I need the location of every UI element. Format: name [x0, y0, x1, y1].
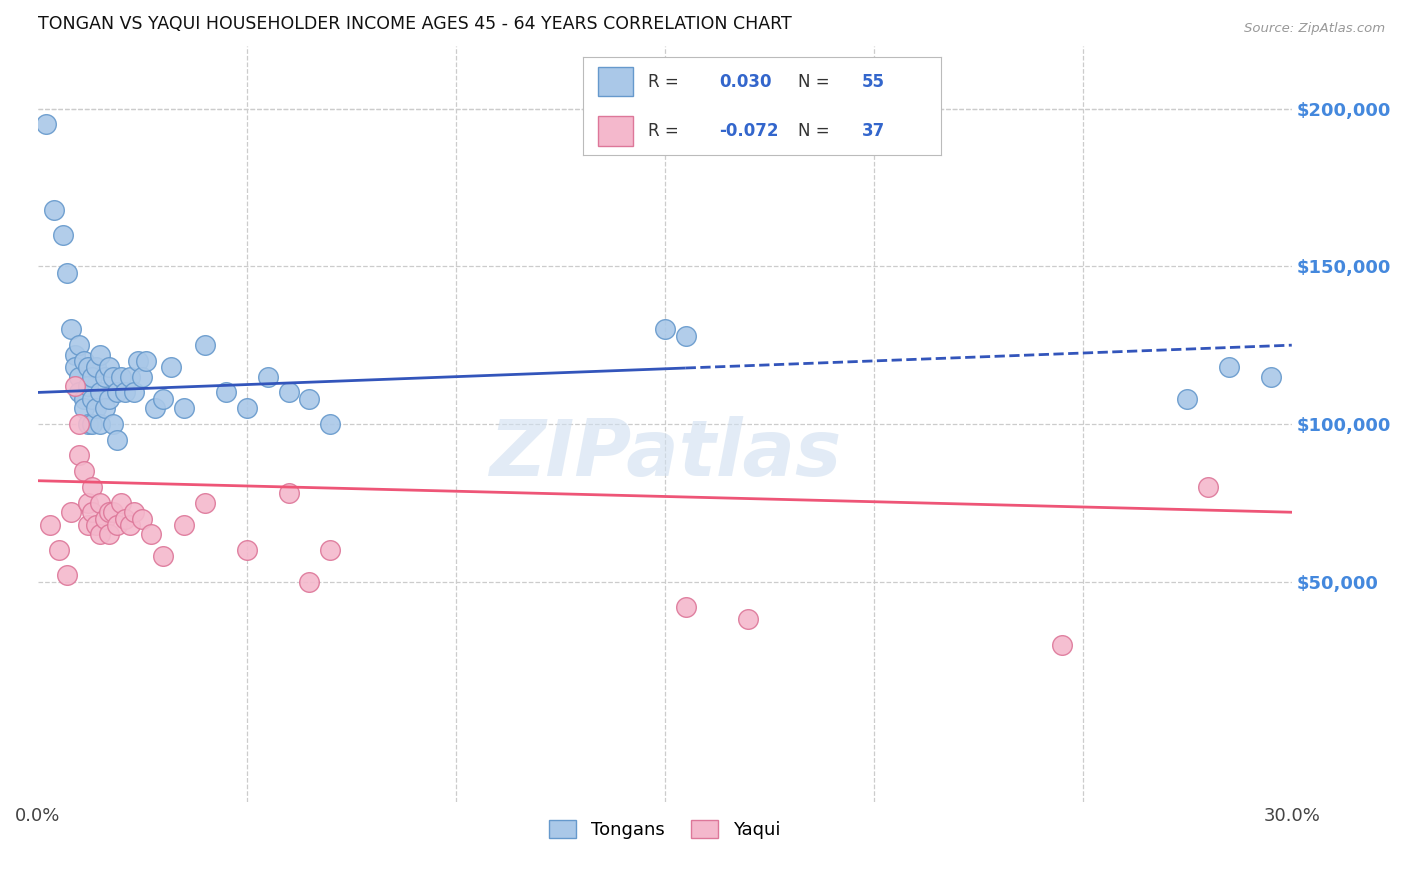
Point: [89, 527, 111, 541]
Point: [84, 401, 107, 416]
Point: [654, 322, 676, 336]
Point: [101, 369, 124, 384]
Point: [173, 401, 195, 416]
Point: [76, 496, 98, 510]
Point: [60, 322, 83, 336]
Point: [48, 543, 70, 558]
Text: TONGAN VS YAQUI HOUSEHOLDER INCOME AGES 45 - 64 YEARS CORRELATION CHART: TONGAN VS YAQUI HOUSEHOLDER INCOME AGES …: [38, 15, 792, 33]
Point: [80, 417, 103, 431]
Point: [110, 496, 132, 510]
Point: [122, 505, 145, 519]
Point: [118, 517, 141, 532]
Point: [76, 417, 98, 431]
Point: [80, 480, 103, 494]
Point: [73, 354, 96, 368]
Point: [127, 354, 149, 368]
Text: Source: ZipAtlas.com: Source: ZipAtlas.com: [1244, 22, 1385, 36]
Point: [143, 401, 166, 416]
Point: [256, 369, 278, 384]
Point: [152, 549, 174, 564]
Point: [80, 369, 103, 384]
Point: [89, 385, 111, 400]
Point: [93, 369, 115, 384]
Point: [110, 369, 132, 384]
Point: [56, 568, 79, 582]
Point: [1175, 392, 1198, 406]
Point: [101, 417, 124, 431]
Point: [277, 486, 299, 500]
Point: [84, 360, 107, 375]
Point: [89, 348, 111, 362]
Point: [235, 543, 257, 558]
Point: [298, 392, 321, 406]
Point: [69, 417, 91, 431]
Point: [80, 392, 103, 406]
Point: [118, 369, 141, 384]
Point: [105, 433, 128, 447]
Point: [131, 511, 153, 525]
Point: [69, 449, 91, 463]
Point: [89, 496, 111, 510]
Point: [73, 401, 96, 416]
Point: [73, 392, 96, 406]
Point: [65, 348, 87, 362]
Point: [737, 612, 759, 626]
Point: [97, 527, 120, 541]
Point: [56, 266, 79, 280]
Point: [131, 369, 153, 384]
Point: [97, 360, 120, 375]
Point: [76, 360, 98, 375]
Point: [93, 511, 115, 525]
Point: [1197, 480, 1219, 494]
Point: [319, 417, 342, 431]
Point: [114, 385, 136, 400]
Point: [105, 385, 128, 400]
Point: [60, 505, 83, 519]
Point: [135, 354, 157, 368]
Point: [101, 505, 124, 519]
Point: [65, 360, 87, 375]
Point: [675, 599, 697, 614]
Point: [84, 517, 107, 532]
Point: [69, 385, 91, 400]
Point: [235, 401, 257, 416]
Point: [319, 543, 342, 558]
Point: [215, 385, 238, 400]
Point: [675, 328, 697, 343]
Point: [1260, 369, 1282, 384]
Text: ZIPatlas: ZIPatlas: [489, 417, 841, 492]
Point: [1050, 638, 1073, 652]
Point: [39, 517, 62, 532]
Point: [1218, 360, 1240, 375]
Point: [277, 385, 299, 400]
Point: [52, 227, 75, 242]
Point: [139, 527, 162, 541]
Legend: Tongans, Yaqui: Tongans, Yaqui: [541, 813, 787, 847]
Point: [105, 517, 128, 532]
Point: [122, 385, 145, 400]
Point: [152, 392, 174, 406]
Point: [80, 505, 103, 519]
Point: [194, 496, 217, 510]
Point: [97, 505, 120, 519]
Point: [69, 369, 91, 384]
Point: [76, 379, 98, 393]
Point: [44, 202, 66, 217]
Point: [194, 338, 217, 352]
Point: [89, 417, 111, 431]
Point: [65, 379, 87, 393]
Point: [97, 392, 120, 406]
Point: [69, 338, 91, 352]
Point: [173, 517, 195, 532]
Point: [93, 401, 115, 416]
Point: [160, 360, 183, 375]
Point: [73, 464, 96, 478]
Point: [35, 118, 58, 132]
Point: [114, 511, 136, 525]
Point: [298, 574, 321, 589]
Point: [76, 517, 98, 532]
